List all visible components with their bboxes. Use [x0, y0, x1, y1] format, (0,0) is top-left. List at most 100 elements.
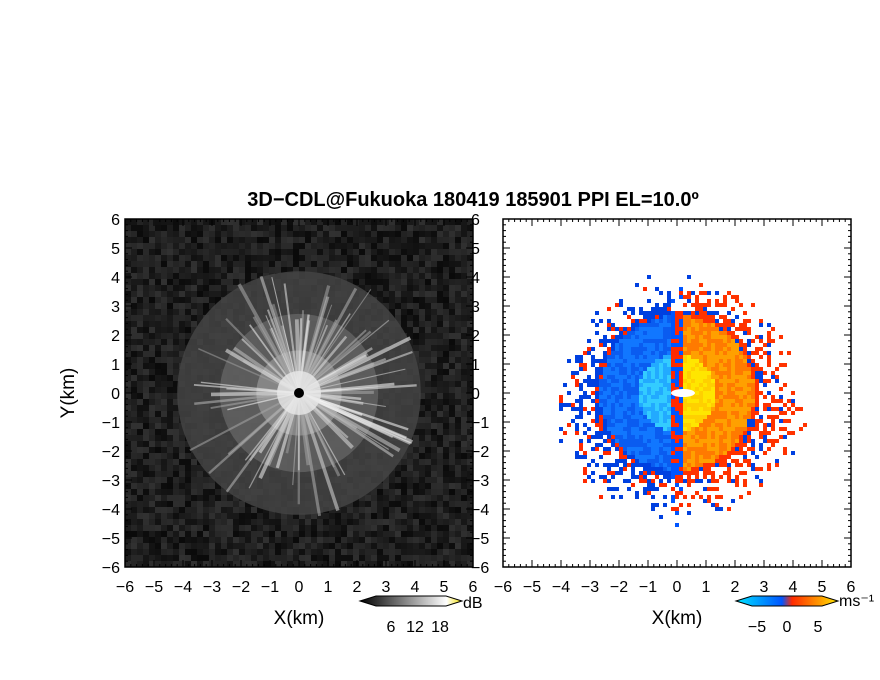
noise-cell [167, 219, 173, 225]
velocity-cell [647, 419, 651, 423]
velocity-cell [603, 367, 607, 371]
noise-cell [149, 399, 155, 405]
noise-cell [149, 303, 155, 309]
noise-cell [335, 267, 341, 273]
noise-cell [425, 285, 431, 291]
noise-cell [395, 531, 401, 537]
noise-cell [467, 501, 473, 507]
noise-cell [209, 291, 215, 297]
velocity-cell [607, 387, 611, 391]
noise-cell [419, 393, 425, 399]
noise-cell [173, 537, 179, 543]
noise-cell [425, 477, 431, 483]
velocity-cell [647, 367, 651, 371]
velocity-cell [707, 299, 711, 303]
noise-cell [407, 303, 413, 309]
noise-cell [149, 351, 155, 357]
noise-cell [269, 549, 275, 555]
velocity-cell [711, 371, 715, 375]
noise-cell [455, 447, 461, 453]
noise-cell [455, 405, 461, 411]
velocity-cell [735, 355, 739, 359]
velocity-cell [623, 375, 627, 379]
noise-cell [173, 447, 179, 453]
noise-cell [221, 543, 227, 549]
noise-cell [209, 489, 215, 495]
velocity-cell [647, 351, 651, 355]
noise-cell [245, 219, 251, 225]
noise-cell [137, 555, 143, 561]
noise-cell [245, 525, 251, 531]
velocity-cell [643, 395, 647, 399]
noise-cell [461, 357, 467, 363]
noise-cell [425, 423, 431, 429]
noise-cell [203, 549, 209, 555]
noise-cell [179, 561, 185, 567]
noise-cell [125, 369, 131, 375]
velocity-cell [659, 415, 663, 419]
noise-cell [389, 555, 395, 561]
noise-cell [395, 471, 401, 477]
noise-cell [359, 219, 365, 225]
velocity-cell [635, 411, 639, 415]
noise-cell [305, 537, 311, 543]
velocity-cell [739, 363, 743, 367]
noise-cell [281, 513, 287, 519]
velocity-cell [619, 299, 623, 303]
velocity-cell [683, 331, 687, 335]
velocity-cell [611, 335, 615, 339]
velocity-cell [739, 327, 743, 331]
noise-cell [197, 267, 203, 273]
noise-cell [179, 483, 185, 489]
noise-cell [425, 459, 431, 465]
velocity-cell [647, 339, 651, 343]
velocity-cell [603, 403, 607, 407]
noise-cell [197, 273, 203, 279]
noise-cell [461, 423, 467, 429]
velocity-cell [643, 407, 647, 411]
noise-cell [413, 327, 419, 333]
velocity-cell [703, 387, 707, 391]
noise-cell [437, 255, 443, 261]
noise-cell [125, 345, 131, 351]
noise-cell [431, 225, 437, 231]
noise-cell [449, 447, 455, 453]
noise-cell [197, 549, 203, 555]
velocity-cell [707, 379, 711, 383]
noise-cell [407, 273, 413, 279]
velocity-cell [663, 343, 667, 347]
noise-cell [455, 243, 461, 249]
noise-cell [215, 273, 221, 279]
velocity-cell [659, 311, 663, 315]
velocity-cell [607, 307, 611, 311]
velocity-cell [783, 403, 787, 407]
velocity-cell [731, 411, 735, 415]
noise-cell [155, 531, 161, 537]
velocity-cell [631, 307, 635, 311]
velocity-cell [619, 419, 623, 423]
noise-cell [383, 303, 389, 309]
velocity-cell [595, 375, 599, 379]
noise-cell [137, 429, 143, 435]
noise-cell [161, 273, 167, 279]
velocity-cell [587, 395, 591, 399]
velocity-cell [659, 291, 663, 295]
noise-cell [437, 465, 443, 471]
noise-cell [143, 501, 149, 507]
noise-cell [167, 375, 173, 381]
velocity-cell [723, 339, 727, 343]
noise-cell [251, 231, 257, 237]
velocity-cell [651, 367, 655, 371]
noise-cell [125, 441, 131, 447]
y-tick-label: −2 [471, 444, 489, 461]
noise-cell [425, 549, 431, 555]
noise-cell [173, 483, 179, 489]
noise-cell [419, 537, 425, 543]
noise-cell [197, 315, 203, 321]
noise-cell [161, 351, 167, 357]
noise-cell [143, 537, 149, 543]
noise-cell [197, 255, 203, 261]
velocity-cell [651, 331, 655, 335]
noise-cell [161, 339, 167, 345]
noise-cell [413, 489, 419, 495]
